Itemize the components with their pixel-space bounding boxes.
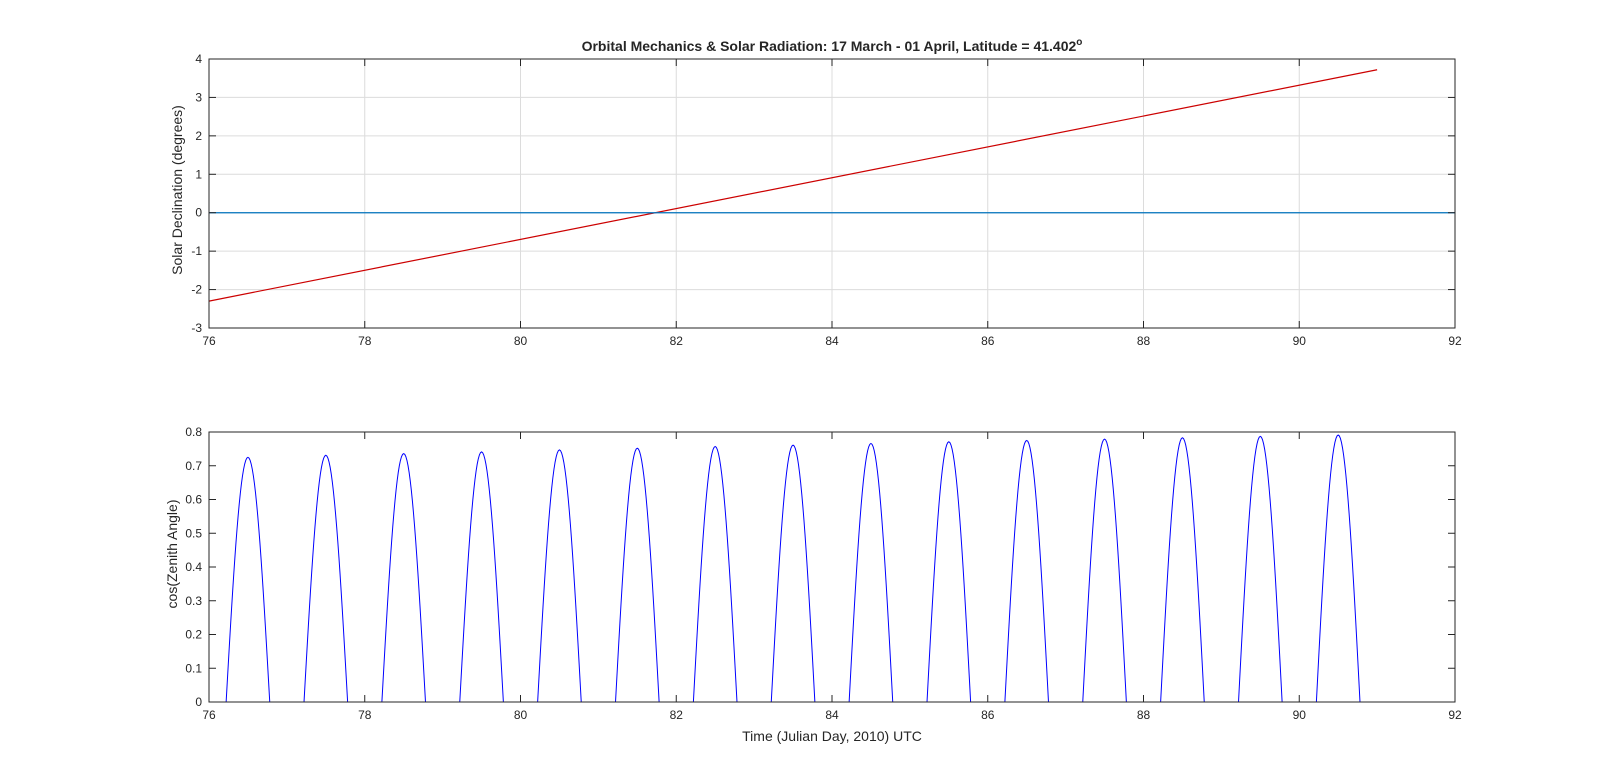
zenith-ytick-label-0: 0 xyxy=(195,695,202,709)
zenith-xtick-label-2: 80 xyxy=(514,708,528,722)
zenith-axes-frame xyxy=(208,431,1456,703)
zenith-xtick-label-3: 82 xyxy=(670,708,684,722)
zenith-ytick-label-3: 0.3 xyxy=(185,594,202,608)
declination-ytick-label-4: 1 xyxy=(195,167,202,181)
declination-xtick-label-1: 78 xyxy=(358,334,372,348)
zenith-xtick-label-7: 90 xyxy=(1293,708,1307,722)
declination-ytick-label-2: -1 xyxy=(191,244,202,258)
declination-ytick-label-7: 4 xyxy=(195,52,202,66)
declination-xtick-label-3: 82 xyxy=(670,334,684,348)
zenith-plot: 76 78 80 82 84 86 88 90 92 0 0.1 0.2 0.3 0.4 0.5 0.6 0.7… xyxy=(164,425,1462,744)
declination-y-label: Solar Declination (degrees) xyxy=(169,105,185,275)
zenith-ytick-label-4: 0.4 xyxy=(185,560,202,574)
declination-line xyxy=(208,69,1378,302)
declination-axes-frame xyxy=(208,58,1456,329)
zenith-series xyxy=(209,434,1378,703)
zenith-ytick-label-5: 0.5 xyxy=(185,526,202,540)
declination-series xyxy=(208,69,1455,302)
figure-title: Orbital Mechanics & Solar Radiation: 17 … xyxy=(582,37,1083,54)
zenith-xtick-label-4: 84 xyxy=(825,708,839,722)
zenith-ytick-label-7: 0.7 xyxy=(185,459,202,473)
zenith-xtick-label-6: 88 xyxy=(1137,708,1151,722)
degree-symbol: o xyxy=(1076,37,1082,48)
zenith-xtick-label-0: 76 xyxy=(202,708,216,722)
declination-xtick-label-5: 86 xyxy=(981,334,995,348)
zenith-x-label: Time (Julian Day, 2010) UTC xyxy=(742,728,922,744)
declination-ytick-label-6: 3 xyxy=(195,90,202,104)
declination-xtick-label-7: 90 xyxy=(1293,334,1307,348)
zenith-xtick-label-8: 92 xyxy=(1448,708,1462,722)
declination-xtick-label-6: 88 xyxy=(1137,334,1151,348)
zenith-xtick-label-1: 78 xyxy=(358,708,372,722)
declination-plot: 76 78 80 82 84 86 88 90 92 -3 -2 -1 0 1 2 3 4 Solar Decl… xyxy=(169,52,1462,348)
declination-ytick-label-1: -2 xyxy=(191,283,202,297)
declination-ticks: 76 78 80 82 84 86 88 90 92 -3 -2 -1 0 1 2 3 4 xyxy=(191,52,1462,348)
zenith-y-label: cos(Zenith Angle) xyxy=(164,500,180,609)
zenith-ticks: 76 78 80 82 84 86 88 90 92 0 0.1 0.2 0.3 0.4 0.5 0.6 0.7… xyxy=(185,425,1462,722)
declination-xtick-label-2: 80 xyxy=(514,334,528,348)
declination-xtick-label-0: 76 xyxy=(202,334,216,348)
declination-ytick-label-0: -3 xyxy=(191,321,202,335)
zenith-ytick-label-1: 0.1 xyxy=(185,661,202,675)
zenith-xtick-label-5: 86 xyxy=(981,708,995,722)
declination-ytick-label-5: 2 xyxy=(195,129,202,143)
zenith-ytick-label-6: 0.6 xyxy=(185,493,202,507)
cos-zenith-line xyxy=(209,434,1378,703)
declination-xtick-label-8: 92 xyxy=(1448,334,1462,348)
zenith-ytick-label-8: 0.8 xyxy=(185,425,202,439)
declination-xtick-label-4: 84 xyxy=(825,334,839,348)
declination-ytick-label-3: 0 xyxy=(195,206,202,220)
zenith-ytick-label-2: 0.2 xyxy=(185,628,202,642)
